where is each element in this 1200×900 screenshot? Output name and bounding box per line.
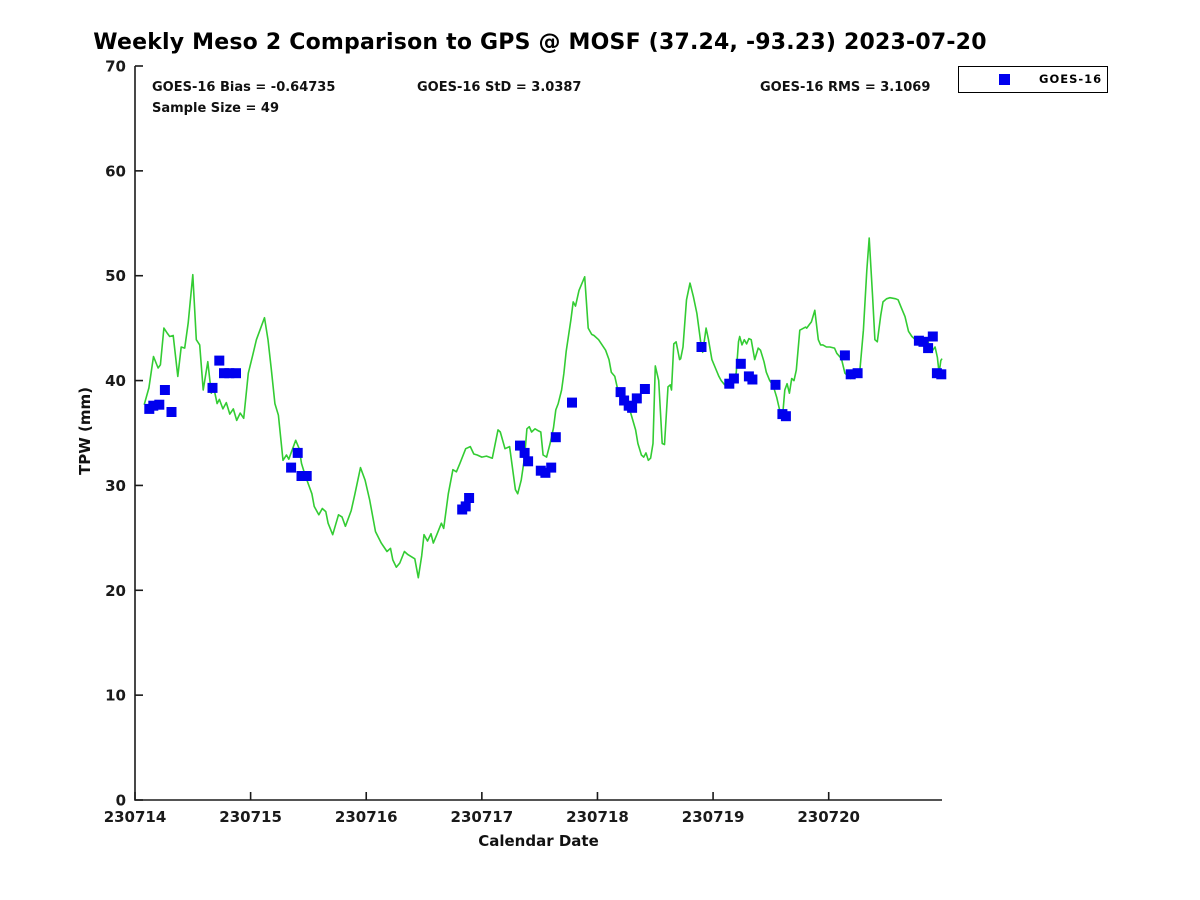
- goes16-marker: [747, 374, 758, 385]
- goes16-marker: [627, 402, 638, 413]
- goes16-marker: [286, 462, 297, 473]
- goes16-marker: [519, 447, 530, 458]
- x-tick-label: 230720: [797, 808, 860, 826]
- goes16-marker: [219, 368, 229, 379]
- goes16-marker: [696, 342, 707, 352]
- goes16-marker: [292, 447, 303, 458]
- goes16-marker: [923, 343, 934, 354]
- y-tick-label: 30: [105, 477, 126, 495]
- y-tick-label: 50: [105, 267, 126, 285]
- goes16-marker: [567, 397, 577, 408]
- goes16-marker: [615, 387, 626, 398]
- y-tick-label: 60: [105, 162, 126, 180]
- y-tick-label: 0: [116, 792, 126, 810]
- x-tick-label: 230716: [335, 808, 398, 826]
- legend-box: GOES-16: [958, 66, 1108, 93]
- goes16-marker: [770, 379, 781, 390]
- goes16-marker: [231, 368, 241, 379]
- y-tick-label: 20: [105, 582, 126, 600]
- goes16-marker: [936, 369, 947, 380]
- goes16-marker: [619, 395, 630, 406]
- goes16-marker: [148, 400, 159, 411]
- goes16-marker: [550, 432, 561, 443]
- goes16-marker: [724, 378, 735, 389]
- stat-sample-size-text: Sample Size = 49: [152, 101, 280, 116]
- goes16-marker: [460, 501, 471, 512]
- stat-bias-text: GOES-16 Bias = -0.64735: [152, 80, 336, 95]
- chart-title: Weekly Meso 2 Comparison to GPS @ MOSF (…: [93, 30, 987, 55]
- goes16-marker: [918, 336, 929, 347]
- y-tick-label: 70: [105, 58, 126, 76]
- goes16-marker: [224, 368, 235, 379]
- x-tick-label: 230714: [104, 808, 167, 826]
- goes16-marker: [159, 385, 170, 395]
- goes16-marker: [728, 373, 739, 384]
- gps-line-series: [143, 237, 943, 579]
- goes16-marker: [845, 369, 856, 380]
- legend-square-marker-icon: [999, 74, 1010, 85]
- goes16-marker: [839, 350, 850, 361]
- stat-std-text: GOES-16 StD = 3.0387: [417, 80, 582, 95]
- x-tick-label: 230718: [566, 808, 629, 826]
- goes16-marker: [515, 440, 525, 451]
- legend-series-label: GOES-16: [1039, 72, 1103, 86]
- x-tick-label: 230715: [219, 808, 282, 826]
- goes16-marker: [207, 382, 218, 393]
- y-tick-label: 10: [105, 687, 126, 705]
- goes16-marker: [154, 399, 165, 410]
- x-tick-label: 230719: [682, 808, 745, 826]
- goes16-marker: [523, 456, 534, 467]
- x-axis-title: Calendar Date: [478, 832, 599, 850]
- goes16-marker: [927, 331, 938, 342]
- goes16-marker: [631, 393, 642, 404]
- axis-lines: [134, 66, 942, 801]
- goes16-marker: [546, 462, 557, 473]
- goes16-marker: [639, 384, 650, 394]
- goes16-marker: [214, 355, 225, 366]
- x-tick-label: 230717: [451, 808, 514, 826]
- goes16-marker: [780, 411, 791, 422]
- stat-rms-text: GOES-16 RMS = 3.1069: [760, 80, 931, 95]
- goes16-marker: [296, 471, 307, 481]
- goes16-marker: [166, 407, 177, 417]
- goes16-marker: [464, 493, 475, 503]
- goes16-marker: [540, 467, 551, 478]
- goes16-marker: [735, 358, 746, 369]
- y-tick-label: 40: [105, 372, 126, 390]
- goes16-marker: [852, 368, 863, 379]
- goes16-marker: [301, 471, 312, 481]
